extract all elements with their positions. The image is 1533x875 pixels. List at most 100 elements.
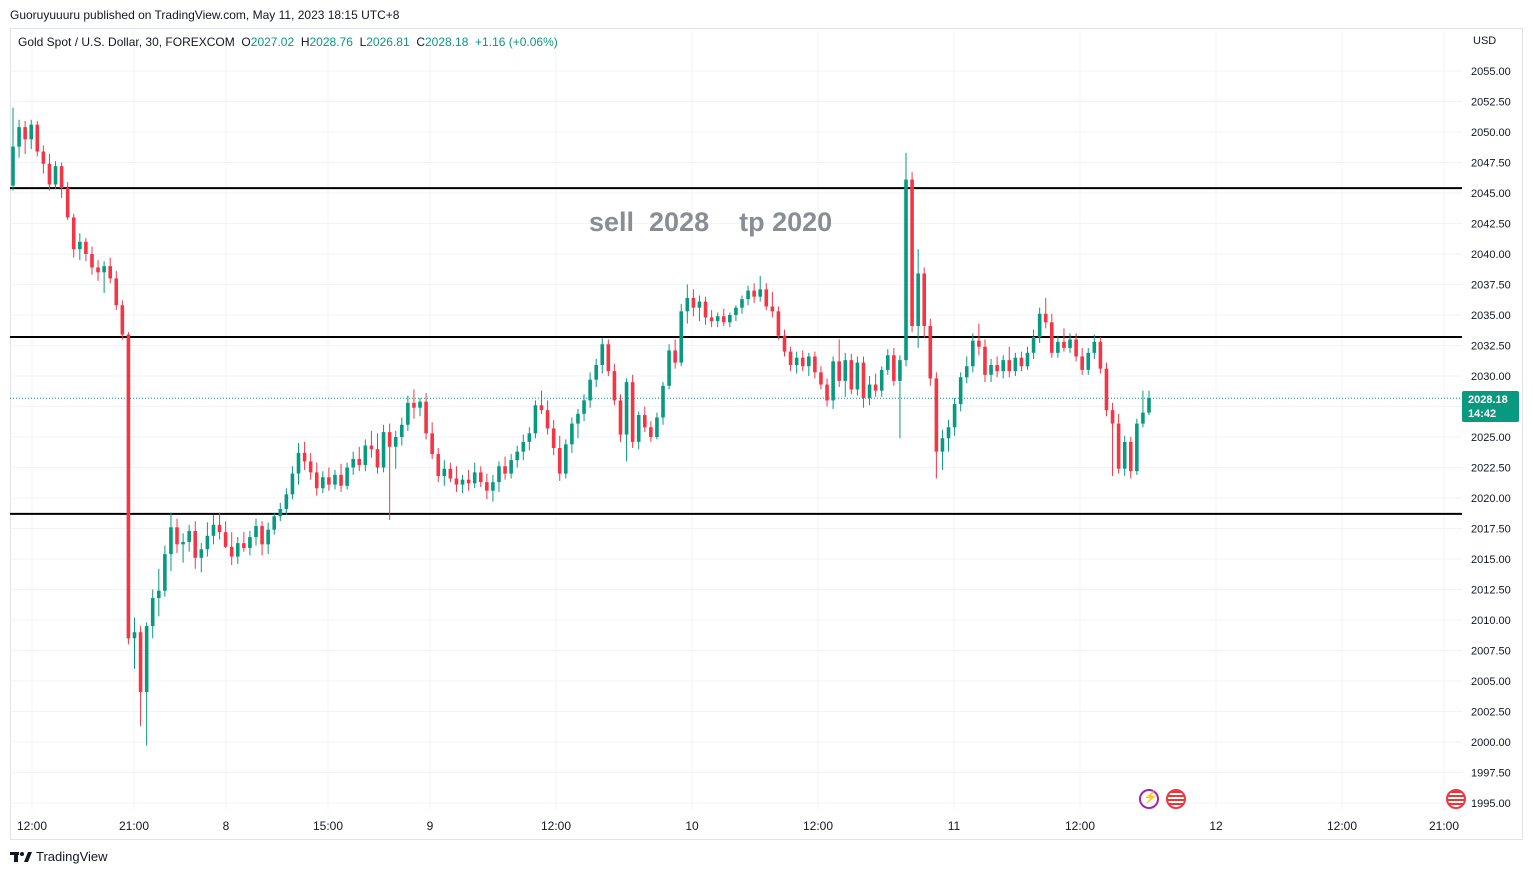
candle xyxy=(551,419,556,456)
candle xyxy=(594,358,598,387)
candle xyxy=(509,454,513,479)
candle-body xyxy=(84,241,88,254)
candle xyxy=(873,373,878,397)
x-tick-label: 9 xyxy=(427,819,434,833)
candle xyxy=(904,152,908,367)
candle xyxy=(454,466,459,492)
candle-body xyxy=(327,477,331,485)
brand-label: TradingView xyxy=(36,849,108,864)
candle xyxy=(831,356,835,409)
candle-body xyxy=(885,355,890,370)
candle xyxy=(1122,435,1127,477)
candle-body xyxy=(636,415,641,442)
candle xyxy=(1110,402,1115,477)
candle xyxy=(333,469,337,490)
candle-body xyxy=(138,632,143,692)
x-tick-label: 12:00 xyxy=(1065,819,1095,833)
candle xyxy=(478,466,483,488)
candle-body xyxy=(958,377,963,405)
us-flag-event-icon-right[interactable] xyxy=(1446,789,1466,809)
candle xyxy=(96,260,100,281)
candle-body xyxy=(800,357,805,367)
candle xyxy=(235,537,240,564)
candle xyxy=(600,338,605,374)
candle-body xyxy=(940,438,945,452)
candle-body xyxy=(825,384,829,401)
candle-body xyxy=(393,437,398,447)
candle-body xyxy=(399,424,404,437)
candle xyxy=(794,351,799,374)
bar-countdown: 14:42 xyxy=(1468,408,1497,420)
candle-body xyxy=(284,494,289,509)
tradingview-brand[interactable]: TradingView xyxy=(10,849,108,864)
candle xyxy=(248,530,252,556)
y-axis-ticks: 2055.00 2052.50 2050.00 2047.50 2045.00 2042.… xyxy=(1471,66,1511,810)
candle xyxy=(655,412,659,440)
candle-body xyxy=(1086,352,1091,370)
candle-body xyxy=(345,467,349,486)
candle xyxy=(59,162,64,198)
candle-body xyxy=(655,417,659,437)
y-tick-label: 2037.50 xyxy=(1471,280,1511,292)
candle xyxy=(807,352,811,376)
y-tick-label: 2012.50 xyxy=(1471,585,1511,597)
candle xyxy=(114,271,119,311)
candle-body xyxy=(169,527,173,555)
candle-body xyxy=(1104,368,1109,411)
chart-frame xyxy=(10,28,1523,840)
candle-body xyxy=(557,447,562,474)
candle-body xyxy=(1098,341,1103,369)
candle xyxy=(533,400,538,439)
change-value: +1.16 (+0.06%) xyxy=(475,35,558,49)
y-tick-label: 2007.50 xyxy=(1471,646,1511,658)
candle-body xyxy=(211,524,216,536)
candle xyxy=(770,291,775,318)
candle-body xyxy=(375,449,380,468)
candle-body xyxy=(1116,423,1121,469)
low-label: L xyxy=(359,35,367,49)
us-flag-event-icon[interactable] xyxy=(1166,789,1186,809)
candle-body xyxy=(424,401,428,434)
candle xyxy=(23,121,27,154)
candle-body xyxy=(102,266,106,273)
candle xyxy=(1031,329,1036,359)
candle xyxy=(242,532,246,552)
candle-body xyxy=(96,267,100,273)
candle-body xyxy=(497,466,501,483)
candle xyxy=(314,462,319,496)
candle-body xyxy=(831,361,835,401)
currency-label[interactable]: USD xyxy=(1473,35,1497,47)
candle xyxy=(29,119,34,150)
candle-body xyxy=(35,124,40,152)
candle-body xyxy=(509,460,513,474)
candle xyxy=(339,463,343,492)
candle xyxy=(989,358,993,383)
candle-body xyxy=(205,535,210,550)
candles xyxy=(11,107,1151,746)
candle-body xyxy=(478,472,483,483)
y-tick-label: 1997.50 xyxy=(1471,768,1511,780)
candle xyxy=(102,261,106,294)
candle xyxy=(163,545,167,597)
candle xyxy=(977,323,981,356)
candle-body xyxy=(90,254,94,268)
candle-body xyxy=(752,290,756,297)
candle-body xyxy=(873,384,878,391)
candle-body xyxy=(922,273,927,326)
candle xyxy=(673,339,677,369)
lightning-event-icon[interactable] xyxy=(1139,789,1159,809)
candle xyxy=(606,339,611,376)
candle-body xyxy=(235,543,240,557)
candle xyxy=(120,300,125,340)
candle xyxy=(527,427,532,451)
candle xyxy=(691,289,696,317)
candle-body xyxy=(132,632,137,639)
candle-body xyxy=(539,405,544,411)
trade-annotation[interactable]: sell 2028 tp 2020 xyxy=(589,207,833,237)
candle xyxy=(1116,413,1121,474)
candle xyxy=(1147,390,1151,416)
candle xyxy=(661,382,665,425)
candle-body xyxy=(266,529,270,545)
x-tick-label: 12:00 xyxy=(541,819,571,833)
